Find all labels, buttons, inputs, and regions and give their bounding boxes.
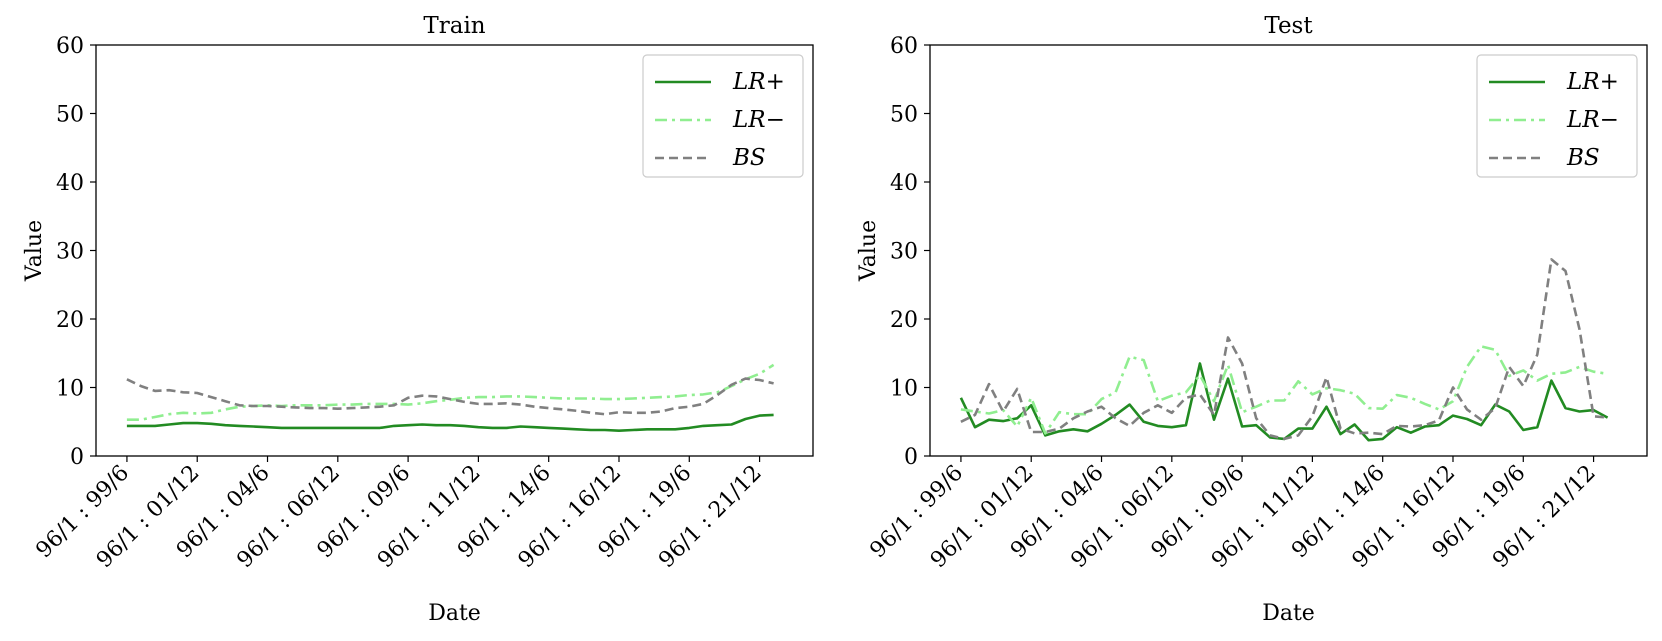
test-series-group — [959, 258, 1609, 442]
test-y-tick-label: 30 — [890, 240, 918, 265]
train-y-tick-label: 20 — [56, 308, 84, 333]
train-title: Train — [423, 13, 485, 39]
train-legend-label-bs: BS — [732, 145, 766, 171]
test-legend-label-lrplus: LR+ — [1566, 69, 1619, 95]
train-y-tick-label: 40 — [56, 171, 84, 196]
train-y-tick-label: 10 — [56, 377, 84, 402]
test-y-axis-label: Value — [856, 220, 881, 282]
train-y-axis-label: Value — [22, 220, 47, 282]
train-y-tick-label: 50 — [56, 103, 84, 128]
test-series-line-lrminus — [960, 345, 1608, 435]
train-y-tick-label: 60 — [56, 34, 84, 59]
test-legend-label-lrminus: LR− — [1566, 107, 1619, 133]
test-y-tick-label: 40 — [890, 171, 918, 196]
train-series-line-lrplus — [126, 413, 774, 432]
test-y-tick-label: 50 — [890, 103, 918, 128]
test-y-tick-label: 60 — [890, 34, 918, 59]
train-series-line-lrminus — [126, 363, 775, 421]
train-y-tick-label: 30 — [56, 240, 84, 265]
train-legend-box — [642, 54, 804, 178]
test-title: Test — [1264, 13, 1313, 39]
test-x-axis-label: Date — [1262, 601, 1315, 626]
train-series-group — [126, 363, 775, 432]
train-x-axis-label: Date — [428, 601, 481, 626]
test-legend-box — [1476, 54, 1638, 178]
test-y-tick-label: 0 — [904, 445, 918, 470]
test-series-line-bs — [960, 258, 1608, 441]
train-legend-label-lrplus: LR+ — [732, 69, 785, 95]
test-y-tick-label: 20 — [890, 308, 918, 333]
train-legend-label-lrminus: LR− — [732, 107, 785, 133]
test-y-tick-label: 10 — [890, 377, 918, 402]
train-series-line-bs — [126, 377, 774, 416]
test-legend: LR+ LR− BS — [1476, 54, 1638, 178]
train-y-tick-label: 0 — [70, 445, 84, 470]
train-legend: LR+ LR− BS — [642, 54, 804, 178]
test-legend-label-bs: BS — [1566, 145, 1600, 171]
